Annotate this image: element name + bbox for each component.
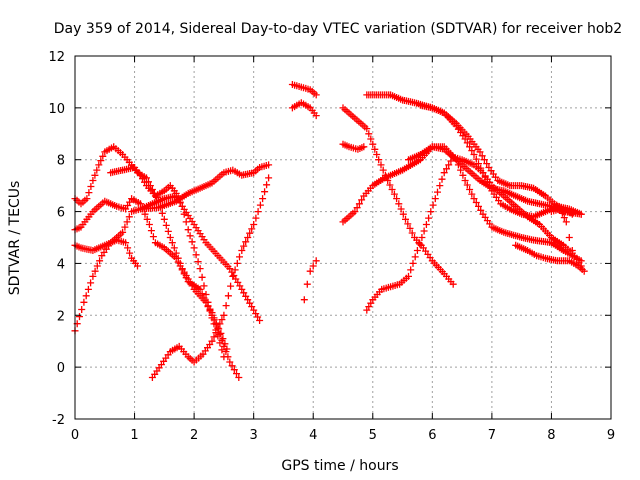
- x-axis-label: GPS time / hours: [281, 458, 398, 474]
- y-tick-label: 2: [57, 309, 65, 324]
- series-arc-l: [339, 140, 368, 153]
- x-tick-label: 1: [130, 428, 138, 443]
- series-arc-g: [137, 192, 228, 361]
- plot-frame: [74, 55, 612, 420]
- series-arc-p: [405, 143, 585, 265]
- x-tick-label: 0: [71, 428, 79, 443]
- series-markers: [107, 164, 264, 324]
- series-arc-h: [288, 81, 320, 99]
- series-markers: [339, 104, 457, 288]
- x-tick-label: 8: [547, 428, 555, 443]
- chart-title: Day 359 of 2014, Sidereal Day-to-day VTE…: [54, 21, 622, 37]
- y-axis-label: SDTVAR / TECUs: [7, 181, 23, 296]
- y-tick-label: -2: [52, 413, 65, 428]
- y-tick-label: 8: [57, 154, 65, 169]
- series-markers: [512, 241, 588, 275]
- x-tick-label: 9: [607, 428, 615, 443]
- x-tick-label: 5: [369, 428, 377, 443]
- series-markers: [363, 153, 585, 314]
- series-markers: [416, 101, 576, 218]
- series-markers: [547, 205, 576, 254]
- series-markers: [339, 140, 368, 153]
- series-markers: [148, 174, 273, 381]
- y-tick-label: 4: [57, 257, 65, 272]
- series-arc-o: [363, 153, 585, 314]
- series-arc-j: [300, 257, 320, 304]
- series-arc-i: [288, 99, 320, 120]
- x-tick-label: 6: [428, 428, 436, 443]
- series-arc-q: [416, 101, 576, 218]
- series-arc-f: [148, 174, 273, 381]
- y-tick-label: 12: [48, 50, 65, 65]
- series-arc-r: [512, 241, 588, 275]
- series-markers: [137, 192, 228, 361]
- series-arc-e: [107, 164, 264, 324]
- y-tick-label: 10: [48, 102, 65, 117]
- x-tick-label: 3: [250, 428, 258, 443]
- series-markers: [71, 236, 141, 270]
- y-tick-label: 0: [57, 361, 65, 376]
- series-markers: [405, 143, 585, 265]
- series-markers: [288, 99, 320, 120]
- x-tick-label: 4: [309, 428, 317, 443]
- x-tick-label: 7: [488, 428, 496, 443]
- series-markers: [288, 81, 320, 99]
- series-arc-s: [547, 205, 576, 254]
- series-arc-b: [71, 236, 141, 270]
- x-tick-label: 2: [190, 428, 198, 443]
- data-series: [71, 81, 588, 381]
- series-arc-k: [339, 104, 457, 288]
- y-tick-label: 6: [57, 206, 65, 221]
- series-markers: [300, 257, 320, 304]
